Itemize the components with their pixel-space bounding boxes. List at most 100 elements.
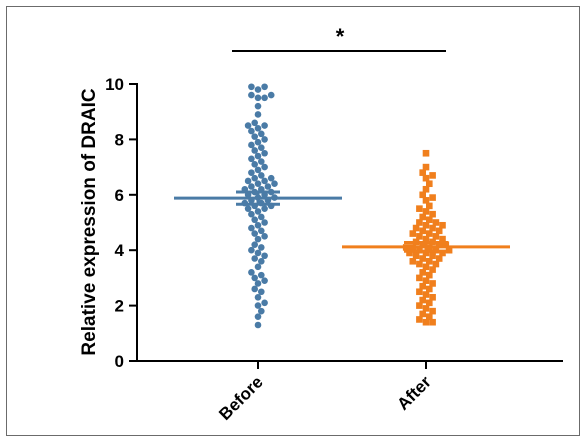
data-point xyxy=(416,260,423,268)
data-point xyxy=(261,163,268,171)
data-point xyxy=(251,161,258,168)
data-point xyxy=(254,86,262,93)
data-point xyxy=(422,208,430,215)
data-point xyxy=(261,277,268,284)
data-point xyxy=(412,252,420,260)
x-axis: Before After xyxy=(136,360,563,424)
data-point xyxy=(416,219,423,226)
data-point xyxy=(261,149,268,157)
data-point xyxy=(439,235,446,243)
data-point xyxy=(416,302,423,309)
figure-frame xyxy=(6,6,580,436)
data-point xyxy=(248,141,255,149)
data-point xyxy=(244,177,252,185)
data-point xyxy=(248,224,255,232)
mean-lines xyxy=(174,190,510,253)
data-point xyxy=(258,288,265,296)
data-point xyxy=(442,241,450,248)
data-point xyxy=(435,227,443,235)
significance-star: * xyxy=(336,24,345,49)
data-point xyxy=(244,205,252,212)
data-point xyxy=(251,274,258,282)
data-point xyxy=(261,299,268,307)
data-point xyxy=(426,257,433,265)
y-axis-label: Relative expression of DRAIC xyxy=(79,88,100,355)
data-point xyxy=(254,321,262,329)
data-point xyxy=(429,307,436,315)
series-after xyxy=(402,149,453,326)
data-point xyxy=(254,263,262,271)
data-point xyxy=(254,125,262,132)
y-tick-label: 0 xyxy=(115,352,124,371)
data-point xyxy=(416,274,423,282)
data-point xyxy=(422,318,430,326)
data-point xyxy=(426,216,433,224)
data-point xyxy=(406,249,413,257)
data-point xyxy=(419,282,426,290)
data-point xyxy=(248,155,255,163)
data-point xyxy=(435,241,443,248)
data-point xyxy=(248,269,255,276)
data-point xyxy=(248,246,255,254)
x-tick-label: Before xyxy=(215,372,267,424)
data-point xyxy=(261,219,268,226)
data-point xyxy=(419,213,426,221)
data-point xyxy=(439,221,446,229)
data-point xyxy=(261,252,268,260)
data-point xyxy=(416,233,423,240)
data-point xyxy=(258,307,265,315)
data-point xyxy=(261,122,268,129)
data-point xyxy=(426,285,433,293)
data-point xyxy=(261,205,268,212)
y-tick-label: 6 xyxy=(115,186,124,205)
data-point xyxy=(267,174,275,182)
data-point xyxy=(258,130,265,138)
data-point xyxy=(248,83,255,91)
data-point xyxy=(416,316,423,323)
data-point xyxy=(258,271,265,279)
data-point xyxy=(254,166,262,174)
data-point xyxy=(267,91,275,99)
series-before xyxy=(241,83,278,329)
data-point xyxy=(426,313,433,320)
data-point xyxy=(432,260,440,268)
data-point xyxy=(419,169,426,176)
x-tick-label: After xyxy=(393,372,435,414)
data-point xyxy=(422,221,430,229)
data-point xyxy=(258,244,265,251)
data-point xyxy=(419,241,426,248)
data-point xyxy=(254,102,262,110)
data-point xyxy=(422,291,430,298)
data-point xyxy=(258,172,265,179)
data-point xyxy=(435,255,443,262)
data-point xyxy=(244,122,252,129)
data-point xyxy=(254,94,262,102)
data-point xyxy=(261,233,268,240)
data-point xyxy=(248,127,255,135)
data-point xyxy=(422,163,430,171)
data-point xyxy=(261,94,268,102)
data-point xyxy=(254,249,262,257)
data-point xyxy=(254,221,262,229)
y-tick-label: 10 xyxy=(105,75,124,94)
data-point xyxy=(422,235,430,243)
data-point xyxy=(429,280,436,287)
data-point xyxy=(429,252,436,260)
data-point xyxy=(258,158,265,165)
y-tick-label: 8 xyxy=(115,130,124,149)
data-point xyxy=(251,255,258,262)
data-point xyxy=(254,280,262,287)
data-point xyxy=(248,183,255,190)
data-point xyxy=(419,296,426,304)
data-point xyxy=(439,249,446,257)
data-point xyxy=(426,230,433,237)
data-point xyxy=(422,277,430,284)
data-point xyxy=(261,83,268,91)
data-point xyxy=(258,213,265,221)
data-point xyxy=(251,285,258,293)
data-point xyxy=(254,111,262,118)
data-point xyxy=(409,230,417,237)
data-point xyxy=(419,255,426,262)
data-point xyxy=(251,230,258,237)
